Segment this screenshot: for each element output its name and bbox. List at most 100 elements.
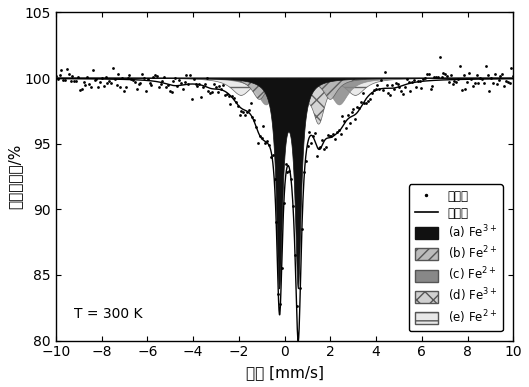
Point: [254, 140, 262, 146]
Point: [200, 81, 209, 87]
Point: [264, 142, 273, 149]
Point: [287, 176, 295, 182]
Point: [125, 72, 134, 78]
Point: [311, 130, 319, 137]
Point: [414, 78, 422, 84]
Point: [230, 95, 239, 101]
Point: [501, 78, 510, 84]
Point: [250, 117, 259, 123]
Point: [375, 86, 384, 92]
Point: [355, 104, 363, 111]
Point: [182, 72, 190, 78]
Point: [415, 78, 424, 84]
Point: [390, 86, 398, 92]
Point: [180, 79, 189, 86]
Point: [446, 72, 455, 78]
Point: [191, 80, 200, 87]
Point: [274, 291, 282, 298]
Point: [129, 77, 138, 84]
Point: [320, 146, 329, 152]
Point: [233, 103, 242, 109]
Point: [298, 226, 306, 233]
Point: [377, 77, 385, 83]
Point: [228, 93, 236, 99]
Point: [209, 80, 218, 87]
Point: [215, 83, 224, 89]
Point: [344, 112, 352, 118]
Point: [406, 87, 415, 94]
Point: [509, 73, 517, 79]
Point: [296, 285, 305, 291]
Point: [208, 89, 216, 95]
Point: [373, 82, 381, 88]
Point: [237, 108, 245, 114]
Point: [98, 75, 106, 81]
Point: [394, 81, 402, 87]
Point: [293, 303, 301, 309]
Point: [331, 136, 339, 142]
Point: [53, 76, 62, 82]
Point: [116, 84, 124, 90]
Point: [103, 79, 112, 86]
Point: [434, 74, 442, 80]
Point: [487, 75, 496, 81]
Point: [261, 140, 270, 146]
Point: [199, 84, 207, 90]
Point: [197, 94, 205, 100]
Point: [217, 86, 225, 92]
Point: [437, 74, 446, 80]
Point: [173, 83, 181, 89]
Point: [283, 169, 291, 175]
Point: [178, 86, 187, 92]
Point: [279, 200, 288, 206]
Point: [268, 151, 277, 158]
Point: [247, 100, 255, 106]
Point: [167, 89, 176, 95]
Point: [145, 80, 154, 86]
Point: [88, 67, 97, 73]
Point: [114, 71, 123, 77]
Point: [188, 96, 196, 103]
Point: [195, 81, 204, 87]
Point: [419, 76, 427, 82]
Point: [349, 106, 358, 112]
Point: [305, 129, 314, 135]
Point: [206, 90, 214, 96]
Point: [481, 63, 490, 69]
Point: [439, 70, 448, 76]
Point: [484, 72, 492, 78]
Point: [85, 81, 93, 87]
Point: [299, 169, 308, 175]
Point: [177, 80, 185, 86]
Point: [164, 82, 172, 89]
Point: [359, 90, 367, 96]
Point: [454, 76, 462, 82]
Point: [500, 83, 508, 89]
Point: [79, 79, 88, 85]
Point: [314, 145, 323, 151]
Point: [63, 66, 71, 72]
Point: [336, 130, 345, 137]
Point: [289, 203, 297, 209]
Point: [134, 81, 143, 87]
Point: [348, 109, 356, 115]
Point: [391, 80, 400, 87]
Point: [133, 86, 141, 92]
Legend: 测量峰, 拟合峰, (a) Fe$^{3+}$, (b) Fe$^{2+}$, (c) Fe$^{2+}$, (d) Fe$^{3+}$, (e) Fe$^{2: 测量峰, 拟合峰, (a) Fe$^{3+}$, (b) Fe$^{2+}$, …: [408, 184, 503, 331]
Point: [154, 84, 163, 90]
Point: [259, 123, 268, 129]
Point: [309, 132, 317, 139]
Point: [353, 104, 361, 110]
Point: [485, 88, 494, 94]
Point: [232, 99, 240, 105]
Point: [204, 87, 213, 94]
Point: [324, 132, 332, 138]
Point: [404, 79, 413, 86]
Point: [56, 72, 64, 78]
Point: [169, 78, 178, 84]
Point: [386, 91, 395, 98]
Point: [403, 76, 411, 82]
Point: [131, 79, 139, 85]
Point: [77, 86, 86, 92]
Point: [366, 96, 374, 102]
